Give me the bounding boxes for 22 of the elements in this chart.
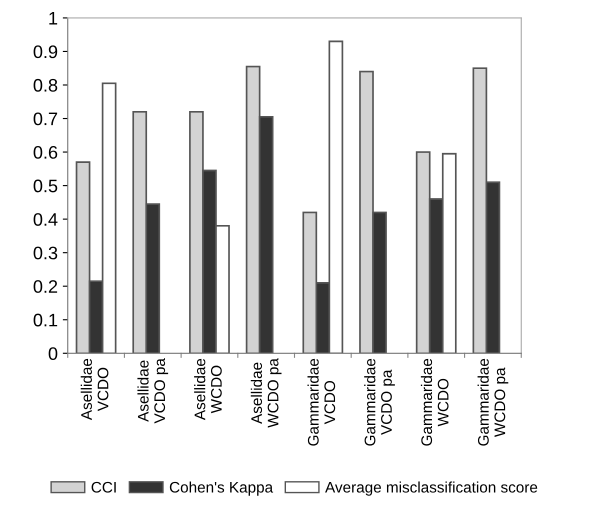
y-tick-label: 0.6 xyxy=(34,146,58,159)
y-tick-label: 0.2 xyxy=(34,280,58,293)
x-tick-label: Asellidae WCDO xyxy=(194,358,222,420)
y-tick-label: 0.1 xyxy=(34,314,58,326)
x-tick-label: Asellidae VCDO pa xyxy=(137,358,168,424)
x-tick-label: Gammaridae VCDO pa xyxy=(364,358,395,446)
x-tick-label: Gammaridae WCDO pa xyxy=(478,358,508,446)
y-tick-label: 0.4 xyxy=(34,213,58,226)
x-tick-label: Gammaridae VCDO xyxy=(307,358,336,446)
y-tick-label: 0 xyxy=(48,347,58,360)
y-tick-label: 0.9 xyxy=(34,45,58,58)
y-tick-label: 0.5 xyxy=(34,180,58,192)
y-tick-label: 0.8 xyxy=(34,78,58,92)
y-tick-label: 0.3 xyxy=(34,246,58,260)
x-tick-label: Gammaridae WCDO xyxy=(420,358,449,446)
legend-label: Average misclassification score xyxy=(325,481,538,496)
legend-label: CCI xyxy=(92,482,116,493)
y-tick-label: 0.7 xyxy=(34,112,58,126)
legend-label: Cohen's Kappa xyxy=(170,481,274,496)
x-tick-label: Asellidae WCDO pa xyxy=(250,358,282,428)
x-tick-label: Asellidae VCDO xyxy=(80,358,108,420)
y-tick-label: 1 xyxy=(49,12,58,24)
